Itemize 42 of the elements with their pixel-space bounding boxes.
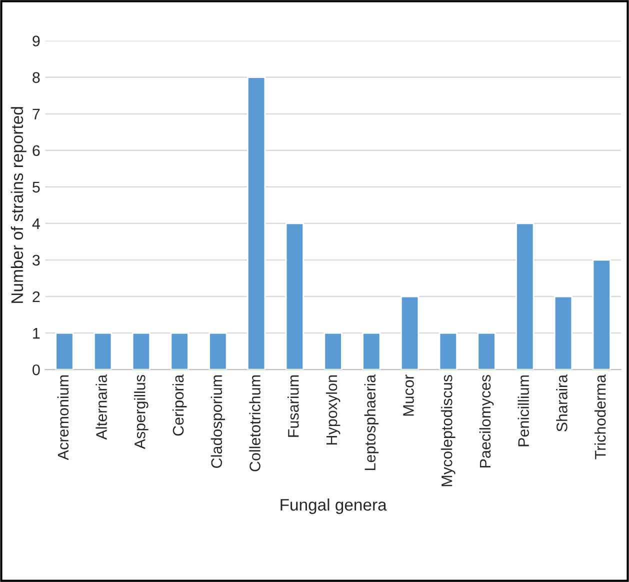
- x-tick-label: Aspergillus: [134, 374, 148, 450]
- y-tick-label: 9: [32, 36, 40, 46]
- x-tick-label: Penicillium: [518, 375, 529, 446]
- bar: [324, 332, 342, 370]
- bar: [94, 332, 112, 370]
- bar: [477, 332, 496, 370]
- x-tick-label: Alternaria: [96, 374, 107, 440]
- bar: [55, 332, 74, 370]
- x-tick-label: Sharaira: [556, 374, 568, 432]
- x-tick-label: Ceriporia: [172, 374, 187, 436]
- x-tick-label: Cladosporium: [210, 375, 226, 468]
- y-tick-label: 0: [32, 364, 40, 376]
- bar: [285, 222, 304, 370]
- y-tick-label: 1: [33, 328, 40, 339]
- x-tick-label: Acremonium: [57, 375, 69, 460]
- y-tick-label: 4: [32, 218, 40, 229]
- y-tick-label: 7: [32, 108, 40, 120]
- y-tick-label: 8: [32, 72, 40, 83]
- bar: [208, 332, 228, 370]
- y-tick-label: 5: [32, 182, 40, 193]
- x-tick-label: Leptosphaeria: [364, 374, 379, 470]
- y-tick-label: 6: [32, 145, 40, 156]
- x-tick-label: Trichoderma: [594, 374, 606, 460]
- x-axis-title: Fungal genera: [280, 498, 387, 514]
- x-tick-label: Mucor: [403, 374, 414, 416]
- x-tick-label: Colletotrichum: [249, 375, 260, 472]
- bar: [592, 259, 611, 370]
- bar: [362, 332, 381, 370]
- y-tick-label: 2: [32, 291, 40, 302]
- bar: [170, 332, 189, 370]
- bar: [554, 296, 573, 370]
- x-tick-label: Paecilomyces: [479, 374, 494, 468]
- bar: [246, 76, 266, 370]
- y-axis-title: Number of strains reported: [10, 107, 26, 303]
- bar: [438, 332, 458, 370]
- y-tick-label: 3: [32, 254, 40, 266]
- x-tick-label: Hypoxylon: [326, 375, 340, 445]
- bar: [132, 332, 151, 370]
- x-tick-label: Fusarium: [288, 375, 299, 437]
- bar: [400, 296, 420, 370]
- x-tick-label: Mycoleptodiscus: [441, 374, 456, 486]
- bar: [516, 222, 534, 370]
